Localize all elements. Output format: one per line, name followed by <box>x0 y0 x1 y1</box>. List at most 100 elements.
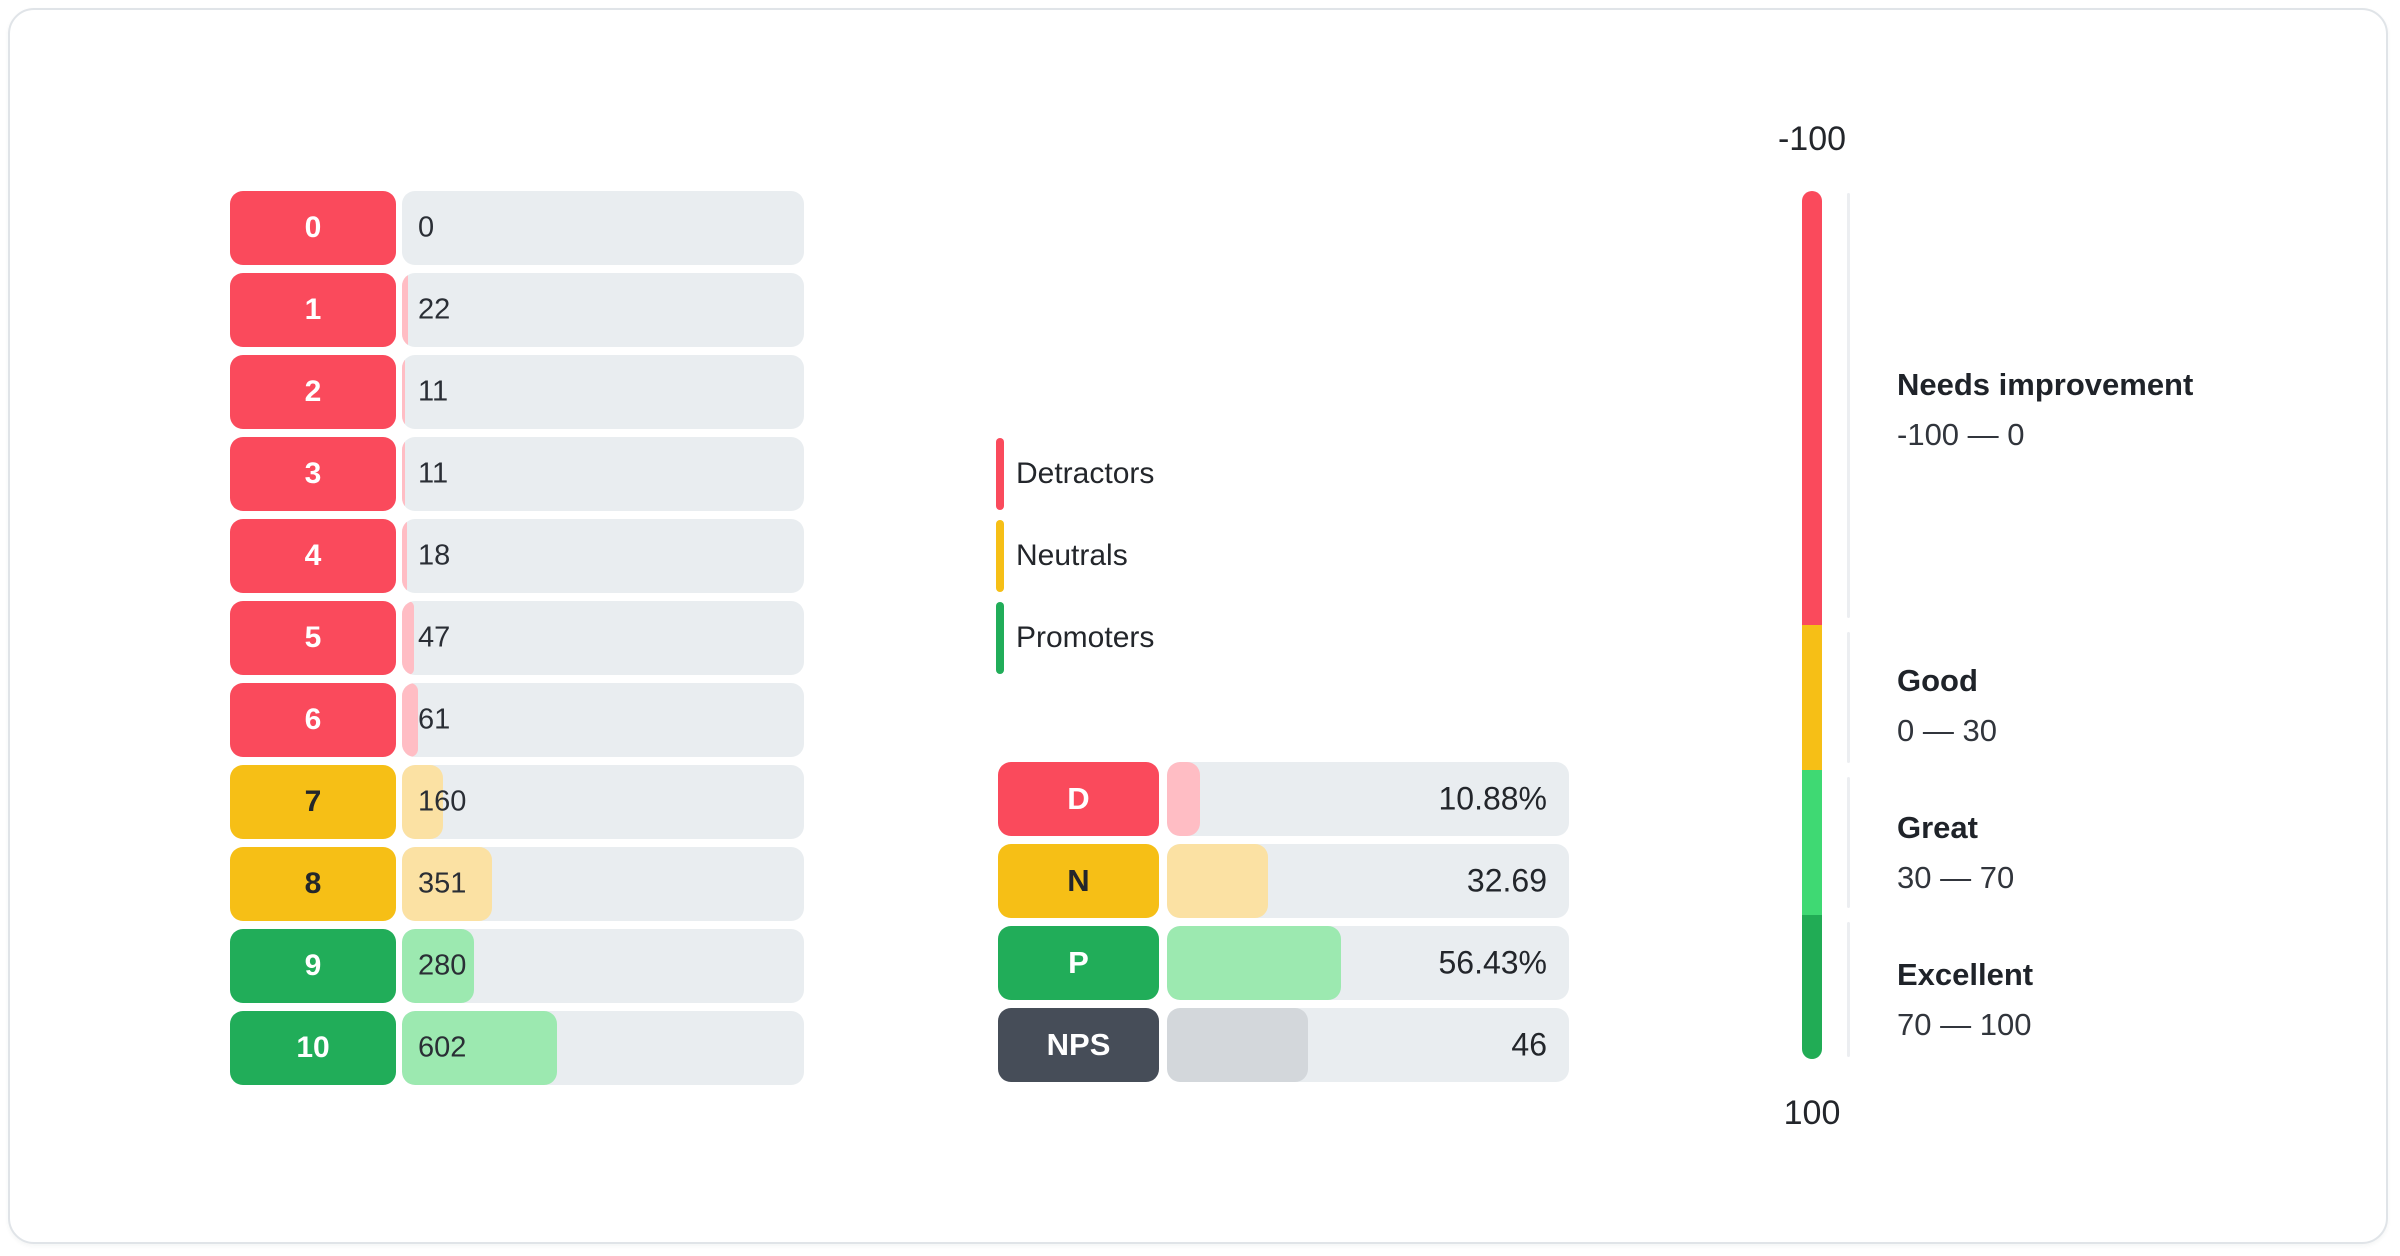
score-count: 11 <box>418 457 449 490</box>
score-track: 351 <box>402 847 804 921</box>
summary-value: 10.88% <box>1438 780 1547 817</box>
score-fill <box>402 437 405 511</box>
summary-track: 32.69 <box>1167 844 1569 918</box>
score-track: 0 <box>402 191 804 265</box>
score-track: 160 <box>402 765 804 839</box>
legend-item-detractors: Detractors <box>996 438 1154 510</box>
summary-row-nps: NPS 46 <box>998 1008 1569 1082</box>
score-pill: 4 <box>230 519 396 593</box>
legend-label: Detractors <box>1016 457 1155 490</box>
gauge-segment-excellent <box>1802 915 1822 1059</box>
summary-value: 56.43% <box>1438 944 1547 981</box>
gauge-axis-segment <box>1847 777 1850 908</box>
score-track: 61 <box>402 683 804 757</box>
score-count: 351 <box>418 867 467 900</box>
score-count: 602 <box>418 1031 467 1064</box>
summary-fill <box>1167 1008 1309 1082</box>
legend-item-promoters: Promoters <box>996 602 1154 674</box>
summary-value: 46 <box>1511 1026 1547 1063</box>
summary-fill <box>1167 926 1341 1000</box>
score-track: 11 <box>402 437 804 511</box>
gauge-zone-label-good: Good 0 — 30 <box>1897 662 2317 750</box>
score-fill <box>402 355 405 429</box>
score-count: 280 <box>418 949 467 982</box>
score-pill: 7 <box>230 765 396 839</box>
score-fill <box>402 765 444 839</box>
gauge-top-label: -100 <box>1777 120 1847 158</box>
summary-pill: N <box>998 844 1159 918</box>
score-row-6: 6 61 <box>230 683 804 757</box>
gauge-bottom-label: 100 <box>1783 1094 1841 1132</box>
score-pill: 0 <box>230 191 396 265</box>
score-track: 22 <box>402 273 804 347</box>
zone-title: Great <box>1897 810 1978 845</box>
score-count: 160 <box>418 785 467 818</box>
legend-item-neutrals: Neutrals <box>996 520 1154 592</box>
gauge-segment-great <box>1802 770 1822 915</box>
summary-track: 46 <box>1167 1008 1569 1082</box>
legend-tick <box>996 602 1004 674</box>
summary-track: 10.88% <box>1167 762 1569 836</box>
score-track: 11 <box>402 355 804 429</box>
score-row-9: 9 280 <box>230 929 804 1003</box>
score-row-5: 5 47 <box>230 601 804 675</box>
nps-gauge-bar <box>1802 191 1822 1059</box>
summary-pill: D <box>998 762 1159 836</box>
zone-range: 30 — 70 <box>1897 860 2015 895</box>
score-fill <box>402 1011 557 1085</box>
gauge-zone-label-needs-improvement: Needs improvement -100 — 0 <box>1897 366 2317 454</box>
legend-tick <box>996 520 1004 592</box>
gauge-zone-label-excellent: Excellent 70 — 100 <box>1897 956 2317 1044</box>
gauge-axis-segment <box>1847 632 1850 763</box>
score-fill <box>402 683 418 757</box>
gauge-axis-segment <box>1847 193 1850 618</box>
score-pill: 3 <box>230 437 396 511</box>
score-row-2: 2 11 <box>230 355 804 429</box>
score-pill: 6 <box>230 683 396 757</box>
summary-row-n: N 32.69 <box>998 844 1569 918</box>
legend-label: Promoters <box>1016 621 1155 654</box>
score-track: 602 <box>402 1011 804 1085</box>
score-row-10: 10 602 <box>230 1011 804 1085</box>
score-row-8: 8 351 <box>230 847 804 921</box>
summary-pill: NPS <box>998 1008 1159 1082</box>
score-track: 280 <box>402 929 804 1003</box>
score-pill: 5 <box>230 601 396 675</box>
zone-range: -100 — 0 <box>1897 417 2025 452</box>
score-count: 47 <box>418 621 451 654</box>
summary-pill: P <box>998 926 1159 1000</box>
gauge-segment-good <box>1802 625 1822 770</box>
summary-fill <box>1167 844 1268 918</box>
zone-title: Excellent <box>1897 957 2034 992</box>
score-track: 18 <box>402 519 804 593</box>
summary-track: 56.43% <box>1167 926 1569 1000</box>
zone-title: Good <box>1897 663 1978 698</box>
score-track: 47 <box>402 601 804 675</box>
gauge-axis-segment <box>1847 922 1850 1057</box>
score-fill <box>402 847 493 921</box>
score-count: 22 <box>418 293 451 326</box>
score-distribution-chart: 0 0 1 22 2 11 3 11 4 18 5 47 6 61 7 160 8 351 9 280 10 602 <box>230 191 804 1085</box>
zone-range: 70 — 100 <box>1897 1007 2032 1042</box>
score-row-7: 7 160 <box>230 765 804 839</box>
zone-title: Needs improvement <box>1897 367 2194 402</box>
score-fill <box>402 929 474 1003</box>
score-count: 18 <box>418 539 451 572</box>
summary-chart: D 10.88% N 32.69 P 56.43% NPS 46 <box>998 762 1569 1082</box>
score-pill: 2 <box>230 355 396 429</box>
score-pill: 1 <box>230 273 396 347</box>
score-count: 0 <box>418 211 435 244</box>
score-count: 61 <box>418 703 451 736</box>
score-pill: 9 <box>230 929 396 1003</box>
summary-row-p: P 56.43% <box>998 926 1569 1000</box>
score-row-3: 3 11 <box>230 437 804 511</box>
score-count: 11 <box>418 375 449 408</box>
zone-range: 0 — 30 <box>1897 713 1997 748</box>
legend-tick <box>996 438 1004 510</box>
legend-label: Neutrals <box>1016 539 1128 572</box>
summary-fill <box>1167 762 1201 836</box>
score-fill <box>402 519 407 593</box>
score-row-4: 4 18 <box>230 519 804 593</box>
